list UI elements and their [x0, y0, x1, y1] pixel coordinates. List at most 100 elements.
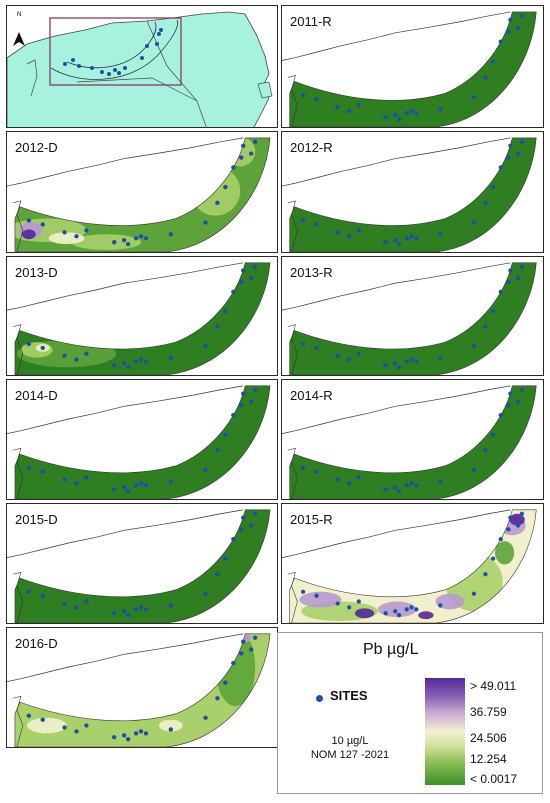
site-marker: [112, 240, 117, 245]
panel-label: 2015-R: [290, 512, 333, 527]
site-marker: [471, 95, 477, 100]
site-marker: [404, 483, 409, 488]
site-marker: [335, 477, 340, 482]
site-marker: [515, 25, 521, 31]
site-marker: [490, 309, 496, 314]
site-marker: [471, 467, 477, 472]
site-marker: [133, 731, 139, 736]
legend-note-line1: 10 µg/L: [331, 735, 369, 747]
site-marker: [26, 341, 32, 347]
site-marker: [300, 589, 306, 594]
site-marker: [347, 234, 352, 239]
ring-inner: [66, 21, 157, 69]
concentration-zone: [509, 513, 525, 526]
site-marker: [84, 599, 89, 604]
site-marker: [138, 729, 144, 734]
site-marker: [335, 601, 340, 606]
coastline: [7, 633, 244, 682]
site-marker: [223, 556, 228, 561]
coastline: [7, 509, 244, 558]
site-marker: [490, 432, 496, 437]
site-marker: [138, 234, 144, 239]
study-area-outline: [289, 262, 537, 375]
site-marker: [438, 106, 443, 112]
legend-note-line2: NOM 127 -2021: [310, 749, 390, 761]
site-marker: [84, 228, 89, 233]
study-area-map: [7, 633, 271, 747]
site-marker: [74, 605, 79, 610]
site-marker: [215, 200, 220, 205]
site-marker: [133, 607, 139, 612]
site-marker: [168, 232, 173, 237]
site-marker: [404, 236, 409, 241]
site-marker: [215, 448, 220, 453]
site-marker: [356, 228, 361, 233]
site-marker: [483, 200, 488, 205]
site-marker: [252, 387, 258, 392]
coastline: [7, 137, 244, 187]
site-marker: [143, 607, 149, 612]
site-marker: [40, 593, 45, 598]
north-arrow-icon: [13, 32, 25, 46]
site-marker: [138, 481, 144, 486]
site-marker: [409, 481, 414, 486]
site-marker: [26, 713, 32, 718]
map-panel-2014-d: 2014-D: [6, 379, 278, 500]
panel-label: 2014-D: [15, 388, 58, 403]
site-marker: [300, 341, 306, 347]
concentration-zone: [21, 229, 36, 240]
coast-inner: [26, 59, 38, 97]
site-marker: [498, 289, 503, 294]
site-marker: [203, 591, 208, 596]
site-marker: [143, 731, 149, 736]
site-marker: [215, 572, 220, 577]
site-marker: [483, 324, 488, 329]
site-marker: [356, 102, 361, 108]
site-marker: [404, 359, 409, 364]
site-marker: [143, 483, 149, 488]
north-label: N: [17, 12, 21, 18]
site-marker: [241, 391, 246, 396]
site-marker: [252, 139, 258, 144]
site-marker: [203, 467, 208, 472]
site-marker: [300, 218, 306, 223]
legend-title: Pb µg/L: [363, 641, 419, 658]
site-marker: [508, 391, 513, 396]
site-marker: [409, 605, 414, 610]
site-marker: [404, 607, 409, 612]
site-marker: [519, 264, 525, 269]
west-coastline: [12, 571, 24, 623]
site-marker: [62, 230, 67, 235]
site-marker: [231, 536, 236, 542]
site-marker: [506, 29, 511, 34]
panel-label: 2015-D: [15, 512, 58, 527]
site-marker: [241, 143, 246, 148]
coastline: [7, 385, 244, 434]
site-marker: [252, 635, 258, 640]
site-marker: [383, 611, 388, 616]
sampling-sites: [26, 139, 258, 247]
site-marker: [125, 737, 131, 742]
map-panel-2013-d: 2013-D: [6, 256, 278, 376]
legend-tick-4: 12.254: [470, 752, 507, 766]
sampling-sites: [300, 264, 525, 370]
site-marker: [498, 412, 503, 418]
site-marker: [515, 276, 521, 281]
site-marker: [223, 680, 228, 685]
site-marker: [121, 361, 127, 366]
site-marker: [383, 114, 388, 120]
site-marker: [414, 483, 419, 488]
site-marker: [249, 399, 254, 404]
site-marker: [133, 483, 139, 488]
site-marker: [506, 155, 511, 160]
overview-map-panel: N: [6, 5, 278, 128]
map-panel-2014-r: 2014-R: [281, 379, 544, 500]
overview-map: N: [7, 11, 273, 127]
west-coastline: [287, 447, 298, 499]
site-marker: [249, 276, 254, 281]
site-marker: [241, 268, 246, 273]
site-marker: [393, 361, 398, 366]
site-marker: [335, 353, 340, 358]
map-panel-2015-r: 2015-R: [281, 503, 544, 624]
site-marker: [133, 359, 139, 364]
